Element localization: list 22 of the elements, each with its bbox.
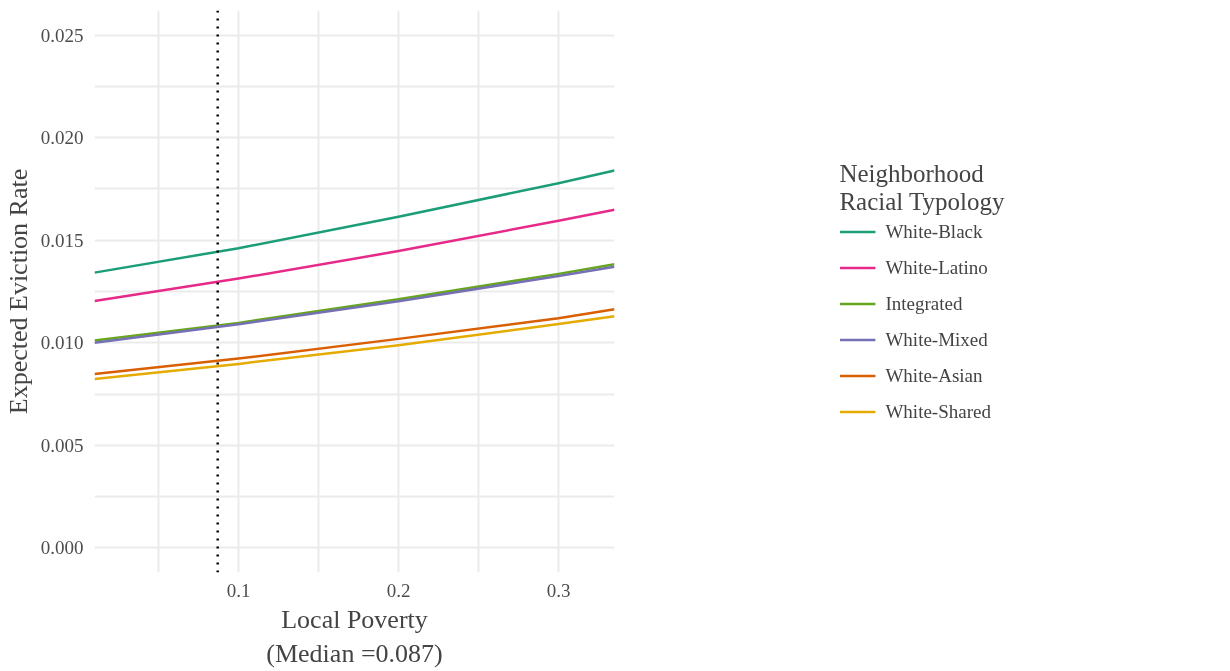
- y-tick-label: 0.020: [40, 127, 84, 149]
- legend-label: White-Asian: [885, 364, 983, 387]
- x-tick-label: 0.2: [386, 579, 411, 601]
- legend-label: White-Latino: [885, 256, 988, 279]
- y-tick-label: 0.015: [40, 229, 84, 251]
- line-series: [94, 308, 615, 376]
- x-tick-label: 0.1: [226, 579, 251, 601]
- y-axis-title: Expected Eviction Rate: [3, 168, 33, 415]
- line-series: [94, 169, 615, 274]
- x-axis-title: Local Poverty (Median =0.087): [266, 604, 443, 669]
- y-tick-label: 0.010: [40, 332, 84, 354]
- x-tick-label: 0.3: [546, 579, 571, 601]
- line-series: [94, 208, 615, 303]
- legend-label: White-Shared: [885, 400, 991, 423]
- legend-title: Neighborhood Racial Typology: [839, 159, 1005, 216]
- y-tick-label: 0.000: [40, 537, 84, 559]
- y-tick-label: 0.005: [40, 434, 84, 456]
- y-tick-label: 0.025: [40, 24, 84, 46]
- legend-label: Integrated: [885, 292, 963, 315]
- legend-label: White-Black: [885, 220, 983, 243]
- legend-label: White-Mixed: [885, 328, 988, 351]
- line-series: [94, 315, 615, 381]
